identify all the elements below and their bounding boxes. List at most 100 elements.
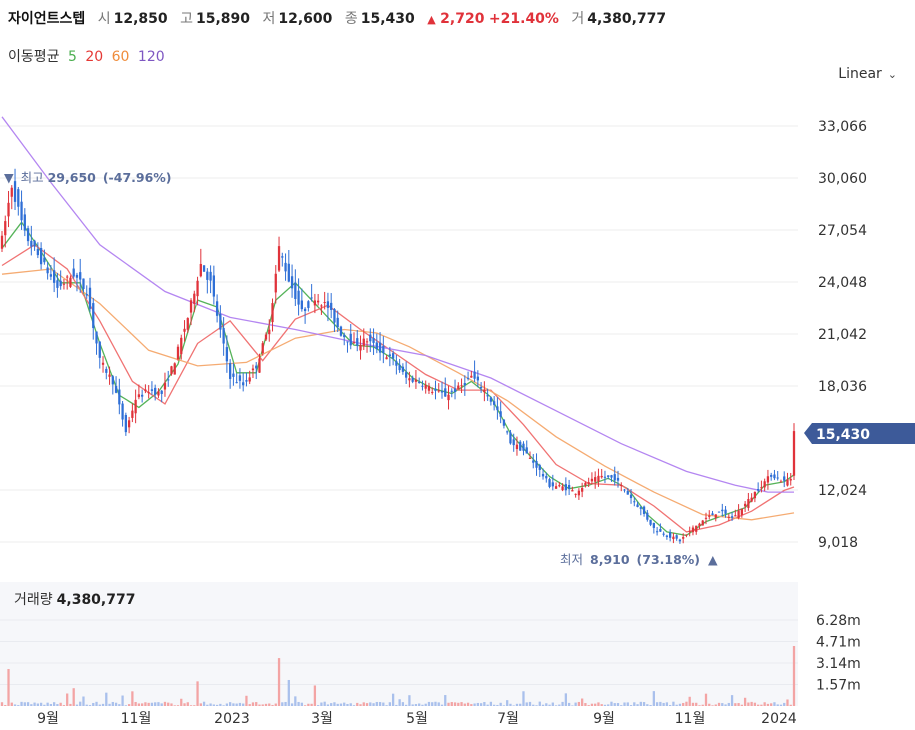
candle-body (685, 534, 688, 536)
volume-bar (209, 703, 212, 706)
ma-60-label[interactable]: 60 (111, 49, 130, 65)
candle-body (30, 240, 33, 247)
volume-bar (636, 704, 639, 706)
time-tick-label: 11월 (121, 711, 152, 727)
volume-bar (167, 702, 170, 706)
candle-body (170, 366, 173, 375)
candle-body (476, 376, 479, 381)
candle-body (85, 294, 88, 296)
candle-body (134, 399, 137, 414)
volume-bar (727, 702, 730, 706)
volume-bar (737, 703, 740, 706)
candle-body (783, 476, 786, 481)
ma-120-label[interactable]: 120 (137, 49, 165, 65)
volume-bar (79, 701, 82, 706)
candle-body (10, 187, 13, 197)
candle-body (567, 485, 571, 489)
volume-bar (46, 702, 49, 706)
ma-legend-title: 이동평균 (8, 49, 60, 65)
volume-bar (662, 702, 665, 706)
volume-bar (708, 703, 711, 706)
candle-body (127, 420, 131, 428)
volume-bar (665, 702, 669, 706)
volume-bar (382, 702, 385, 706)
volume-bars (0, 646, 796, 706)
volume-bar (688, 696, 691, 706)
candle-body (743, 503, 747, 507)
candle-body (111, 376, 114, 385)
candle-body (431, 391, 434, 393)
ma-5-label[interactable]: 5 (67, 49, 77, 65)
volume-bar (411, 704, 414, 706)
candle-body (317, 300, 320, 303)
candle-body (411, 377, 414, 382)
volume-bar (300, 702, 303, 706)
candle-body (437, 390, 440, 392)
volume-bar (678, 703, 682, 706)
volume-bar (437, 702, 440, 706)
candle-body (740, 508, 743, 515)
candle-body (105, 368, 108, 373)
volume-bar (85, 704, 88, 706)
candle-body (206, 271, 209, 280)
candle-body (453, 388, 457, 393)
time-tick-label: 2023 (214, 711, 250, 727)
candle-body (245, 380, 248, 382)
volume-bar (356, 702, 359, 706)
candle-body (124, 414, 127, 433)
candle-body (56, 280, 59, 288)
volume-bar (36, 703, 39, 706)
candle-body (405, 372, 408, 378)
candle-body (695, 525, 698, 532)
volume-bar (336, 703, 339, 706)
volume-bar (108, 703, 111, 706)
volume-bar (714, 704, 717, 706)
candle-body (483, 389, 486, 393)
candle-body (20, 201, 23, 221)
candle-body (388, 354, 391, 356)
candle-body (13, 181, 17, 202)
volume-bar (378, 702, 382, 706)
candle-body (160, 390, 163, 394)
candle-body (43, 257, 46, 263)
candle-body (212, 275, 215, 297)
volume-bar (444, 695, 447, 706)
volume-bar (395, 704, 398, 706)
candle-body (4, 221, 7, 236)
volume-bar (212, 704, 215, 706)
volume-bar (362, 702, 365, 706)
volume-bar (515, 703, 519, 706)
candle-body (779, 481, 783, 483)
volume-bar (245, 695, 248, 706)
candle-body (730, 516, 734, 518)
candle-body (297, 290, 300, 305)
volume-bar (352, 705, 356, 706)
volume-bar (427, 701, 431, 706)
ma-20-label[interactable]: 20 (85, 49, 104, 65)
candle-body (418, 381, 421, 383)
candle-body (385, 357, 388, 360)
volume-bar (271, 704, 274, 706)
volume-bar (330, 703, 333, 706)
candle-body (271, 303, 274, 323)
volume-bar (284, 701, 287, 706)
volume-bar (776, 704, 779, 706)
volume-bar (23, 702, 26, 706)
scale-selector[interactable]: Linear ⌄ (838, 66, 897, 82)
candle-body (310, 297, 313, 299)
candle-body (408, 378, 411, 381)
candle-body (669, 532, 672, 538)
candle-body (594, 477, 597, 482)
volume-bar (639, 701, 642, 706)
candle-body (281, 256, 284, 258)
volume-bar (326, 704, 330, 706)
candle-body (336, 317, 339, 328)
volume-axis: 6.28m 4.71m 3.14m 1.57m (816, 613, 861, 694)
volume-bar (753, 702, 757, 706)
candle-body (610, 475, 613, 478)
candle-body (551, 482, 554, 487)
price-tick-label: 18,036 (818, 379, 867, 395)
volume-bar (672, 701, 675, 706)
time-tick-label: 3월 (311, 711, 333, 727)
